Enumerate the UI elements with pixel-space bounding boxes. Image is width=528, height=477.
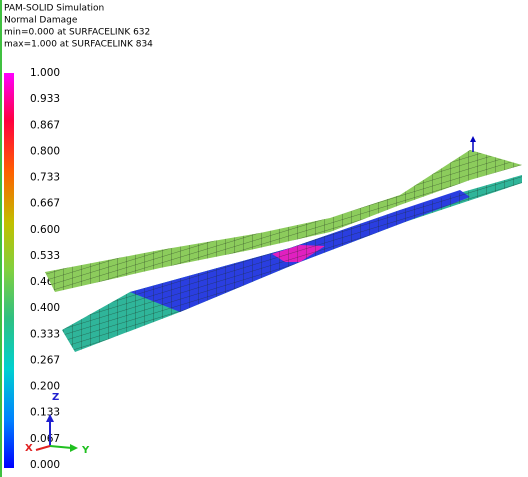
colorbar-label: 0.600 [30,224,60,236]
colorbar-label: 0.000 [30,459,60,471]
colorbar-label: 0.400 [30,302,60,314]
header-line: Normal Damage [4,16,78,26]
z-arrow [46,414,54,422]
colorbar-label: 0.533 [30,250,60,262]
x-axis [35,445,51,451]
colorbar-label: 0.867 [30,119,60,131]
y-arrow [70,444,78,452]
colorbar-label: 0.800 [30,145,60,157]
colorbar-label: 1.000 [30,67,60,79]
x-label: X [25,443,33,454]
colorbar-label: 0.333 [30,328,60,340]
marker-arrow-head [470,136,476,142]
header-line: max=1.000 at SURFACELINK 834 [4,40,153,50]
lower-mesh [62,175,522,352]
upper-mesh [45,150,522,292]
z-label: Z [52,392,59,403]
colorbar-label: 0.200 [30,381,60,393]
colorbar-label: 0.067 [30,433,60,445]
colorbar-label: 0.667 [30,198,60,210]
colorbar-label: 0.933 [30,93,60,105]
colorbar-labels: 1.000 0.933 0.867 0.800 0.733 0.667 0.600 0.533… [30,67,60,471]
header-line: min=0.000 at SURFACELINK 632 [4,28,150,38]
colorbar-label: 0.733 [30,172,60,184]
colorbar-label: 0.133 [30,407,60,419]
colorbar [4,73,14,468]
y-axis [49,445,73,449]
colorbar-label: 0.267 [30,354,60,366]
header-title: PAM-SOLID Simulation [4,4,104,14]
y-label: Y [81,445,90,456]
